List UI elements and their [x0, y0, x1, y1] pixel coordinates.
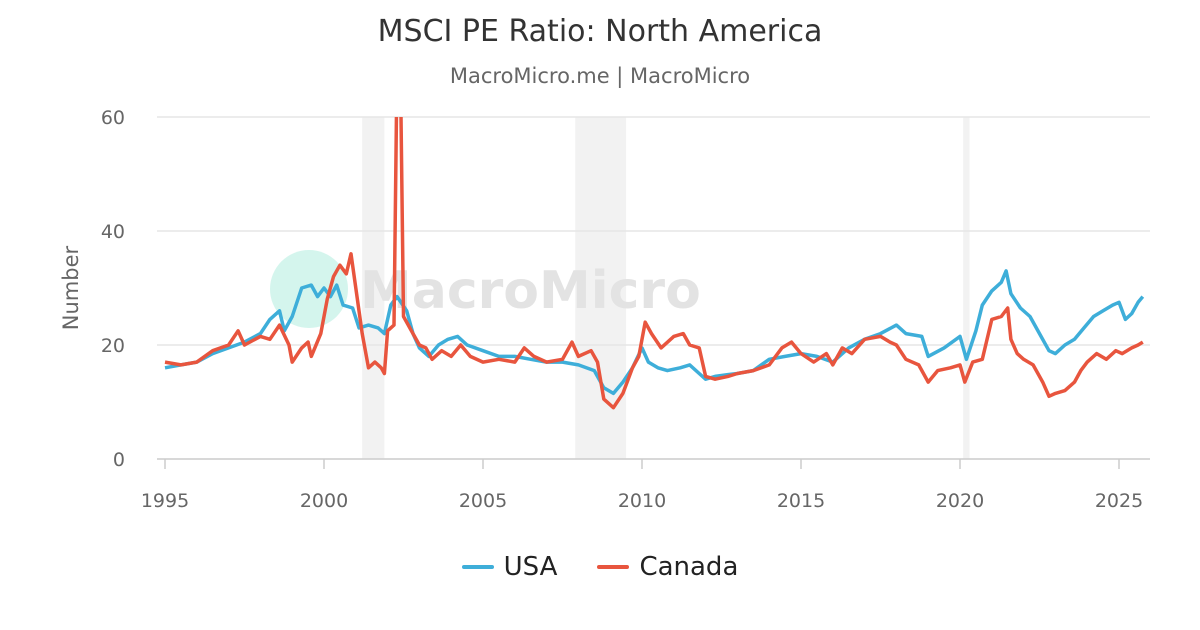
watermark-text: MacroMicro — [360, 261, 701, 321]
x-tick-label: 2020 — [936, 490, 984, 512]
legend-swatch-canada — [597, 565, 630, 569]
legend: USA Canada — [0, 552, 1200, 582]
chart-title: MSCI PE Ratio: North America — [377, 14, 823, 49]
legend-swatch-usa — [461, 565, 494, 569]
series-line-usa — [164, 269, 1145, 396]
recession-band — [362, 117, 385, 459]
x-tick-label: 2025 — [1095, 490, 1143, 512]
watermark-logo-icon — [270, 250, 348, 328]
y-tick-label: 40 — [101, 221, 125, 243]
x-tick-label: 2005 — [459, 490, 507, 512]
y-tick-label: 20 — [101, 335, 125, 357]
legend-item-usa[interactable]: USA — [461, 552, 558, 582]
watermark: MacroMicro — [270, 250, 701, 328]
legend-item-canada[interactable]: Canada — [597, 552, 738, 582]
x-tick-label: 2010 — [618, 490, 666, 512]
x-tick-label: 2015 — [777, 490, 825, 512]
recession-band — [963, 117, 970, 459]
y-tick-label: 60 — [101, 107, 125, 129]
legend-label-usa: USA — [503, 552, 558, 582]
x-tick-label: 2000 — [300, 490, 348, 512]
chart-subtitle: MacroMicro.me | MacroMicro — [449, 64, 751, 88]
x-tick-label: 1995 — [141, 490, 189, 512]
y-tick-label: 0 — [113, 449, 125, 471]
series-line-canada — [164, 117, 1144, 410]
y-axis-label: Number — [59, 245, 83, 330]
legend-label-canada: Canada — [639, 552, 739, 582]
